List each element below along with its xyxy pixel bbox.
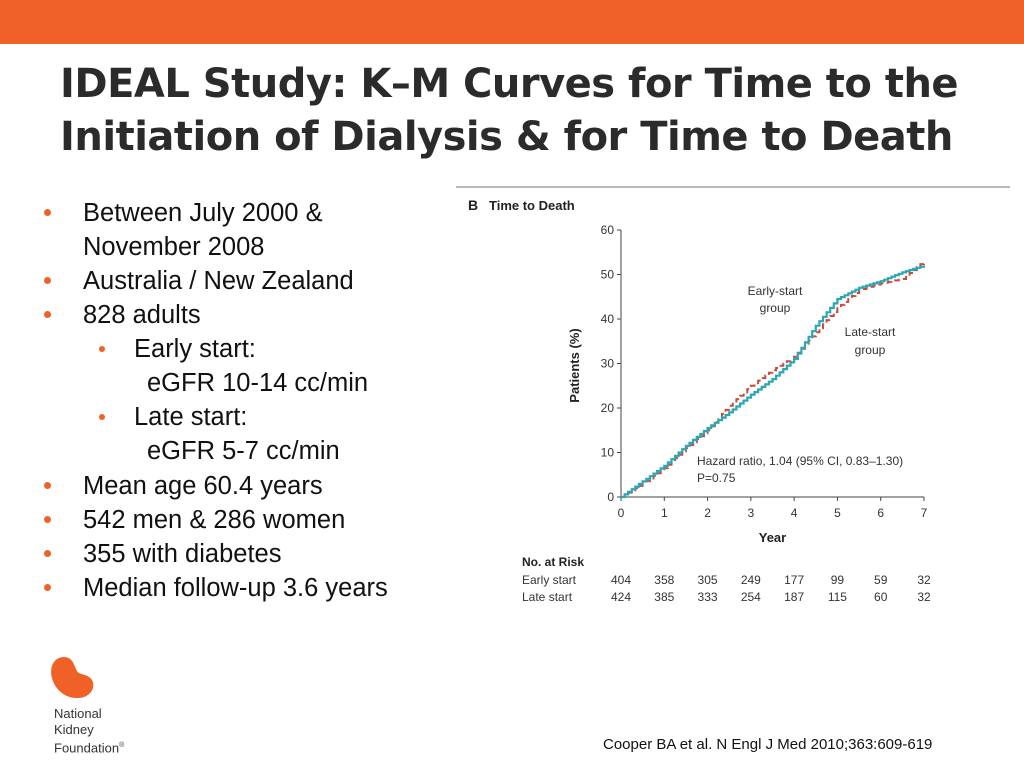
slide-title-line-1: IDEAL Study: K–M Curves for Time to the — [60, 61, 959, 107]
early-start-curve — [621, 265, 926, 499]
risk-cell: 99 — [831, 573, 845, 587]
x-tick-label: 3 — [748, 506, 755, 520]
risk-cell: 424 — [611, 590, 631, 604]
sub-bullet-dot-2 — [99, 414, 105, 420]
chart-series — [621, 261, 926, 499]
chart-title: Time to Death — [489, 198, 575, 213]
risk-row-label-late: Late start — [522, 590, 573, 604]
risk-cell: 32 — [917, 590, 931, 604]
citation: Cooper BA et al. N Engl J Med 2010;363:6… — [603, 736, 933, 753]
risk-table-header: No. at Risk — [522, 555, 584, 569]
bullet-dot-3 — [44, 311, 51, 318]
risk-table: Early start 404 358 305 249 177 99 59 32 Late sta… — [522, 573, 931, 604]
km-figure: B Time to Death 0 10 20 30 40 50 60 0 1 2 3 4 5 6 7 Yea… — [455, 183, 1011, 613]
sub-bullet-1-label: Early start: — [134, 335, 256, 363]
y-tick-label: 10 — [601, 446, 615, 460]
risk-cell: 32 — [917, 573, 931, 587]
risk-cell: 254 — [741, 590, 761, 604]
x-tick-label: 2 — [704, 506, 711, 520]
risk-cell: 177 — [784, 573, 804, 587]
risk-cell: 60 — [874, 590, 888, 604]
early-series-label-line-2: group — [760, 301, 791, 315]
top-accent-bar — [0, 0, 1024, 44]
y-tick-label: 60 — [601, 223, 615, 237]
x-tick-label: 6 — [877, 506, 884, 520]
sub-bullet-2-value: eGFR 5-7 cc/min — [147, 437, 340, 465]
y-tick-label: 20 — [601, 401, 615, 415]
bullet-6: 355 with diabetes — [83, 540, 282, 568]
nkf-logo: National Kidney Foundation® — [48, 654, 158, 755]
risk-cell: 187 — [784, 590, 804, 604]
bullet-dot-5 — [44, 516, 51, 523]
early-series-label-line-1: Early-start — [748, 284, 803, 298]
slide-title-line-2: Initiation of Dialysis & for Time to Dea… — [60, 114, 953, 160]
risk-cell: 249 — [741, 573, 761, 587]
late-series-label-line-2: group — [855, 343, 886, 357]
logo-text-foundation: Foundation — [54, 740, 120, 756]
bullet-dot-6 — [44, 550, 51, 557]
risk-cell: 305 — [698, 573, 718, 587]
panel-letter: B — [468, 197, 478, 213]
y-tick-label: 0 — [607, 490, 614, 504]
sub-bullet-2-label: Late start: — [134, 403, 248, 431]
risk-cell: 333 — [698, 590, 718, 604]
logo-registered-mark: ® — [119, 742, 125, 749]
km-chart: B Time to Death 0 10 20 30 40 50 60 0 1 2 3 4 5 6 7 Yea… — [456, 186, 1010, 604]
kidney-logo-mark — [51, 657, 94, 699]
x-tick-label: 7 — [921, 506, 928, 520]
risk-cell: 404 — [611, 573, 631, 587]
risk-row-label-early: Early start — [522, 573, 577, 587]
logo-text-line-1: National — [54, 706, 102, 721]
bullet-5: 542 men & 286 women — [83, 506, 346, 534]
late-series-label-line-1: Late-start — [845, 325, 896, 339]
hazard-ratio-annotation: Hazard ratio, 1.04 (95% CI, 0.83–1.30) — [697, 454, 903, 468]
x-tick-label: 5 — [834, 506, 841, 520]
slide-title: IDEAL Study: K–M Curves for Time to the … — [60, 58, 960, 164]
bullet-3: 828 adults — [83, 301, 201, 329]
x-tick-label: 1 — [661, 506, 668, 520]
late-start-curve — [621, 261, 925, 498]
chart-axes: 0 10 20 30 40 50 60 0 1 2 3 4 5 6 7 Year Patients (%) — [567, 223, 928, 545]
bullet-1-line-2: November 2008 — [83, 233, 265, 261]
logo-text-line-2: Kidney — [54, 722, 94, 737]
risk-cell: 385 — [654, 590, 674, 604]
bullet-1-line-1: Between July 2000 & — [83, 199, 323, 227]
p-value-annotation: P=0.75 — [697, 471, 736, 485]
bullet-dot-7 — [44, 584, 51, 591]
sub-bullet-dot-1 — [99, 346, 105, 352]
bullet-2: Australia / New Zealand — [83, 267, 354, 295]
x-tick-label: 0 — [618, 506, 625, 520]
bullet-dot-4 — [44, 482, 51, 489]
y-tick-label: 50 — [601, 268, 615, 282]
bullet-dot-2 — [44, 277, 51, 284]
bullet-dot-1 — [44, 209, 51, 216]
y-axis-title: Patients (%) — [567, 328, 582, 402]
y-tick-label: 40 — [601, 312, 615, 326]
x-tick-label: 4 — [791, 506, 798, 520]
risk-cell: 358 — [654, 573, 674, 587]
y-tick-label: 30 — [601, 357, 615, 371]
bullet-7: Median follow-up 3.6 years — [83, 574, 388, 602]
logo-text-line-3: Foundation® — [54, 738, 124, 755]
risk-cell: 115 — [828, 590, 847, 604]
bullet-4: Mean age 60.4 years — [83, 472, 323, 500]
sub-bullet-1-value: eGFR 10-14 cc/min — [147, 369, 369, 397]
x-axis-title: Year — [759, 530, 786, 545]
risk-cell: 59 — [874, 573, 888, 587]
